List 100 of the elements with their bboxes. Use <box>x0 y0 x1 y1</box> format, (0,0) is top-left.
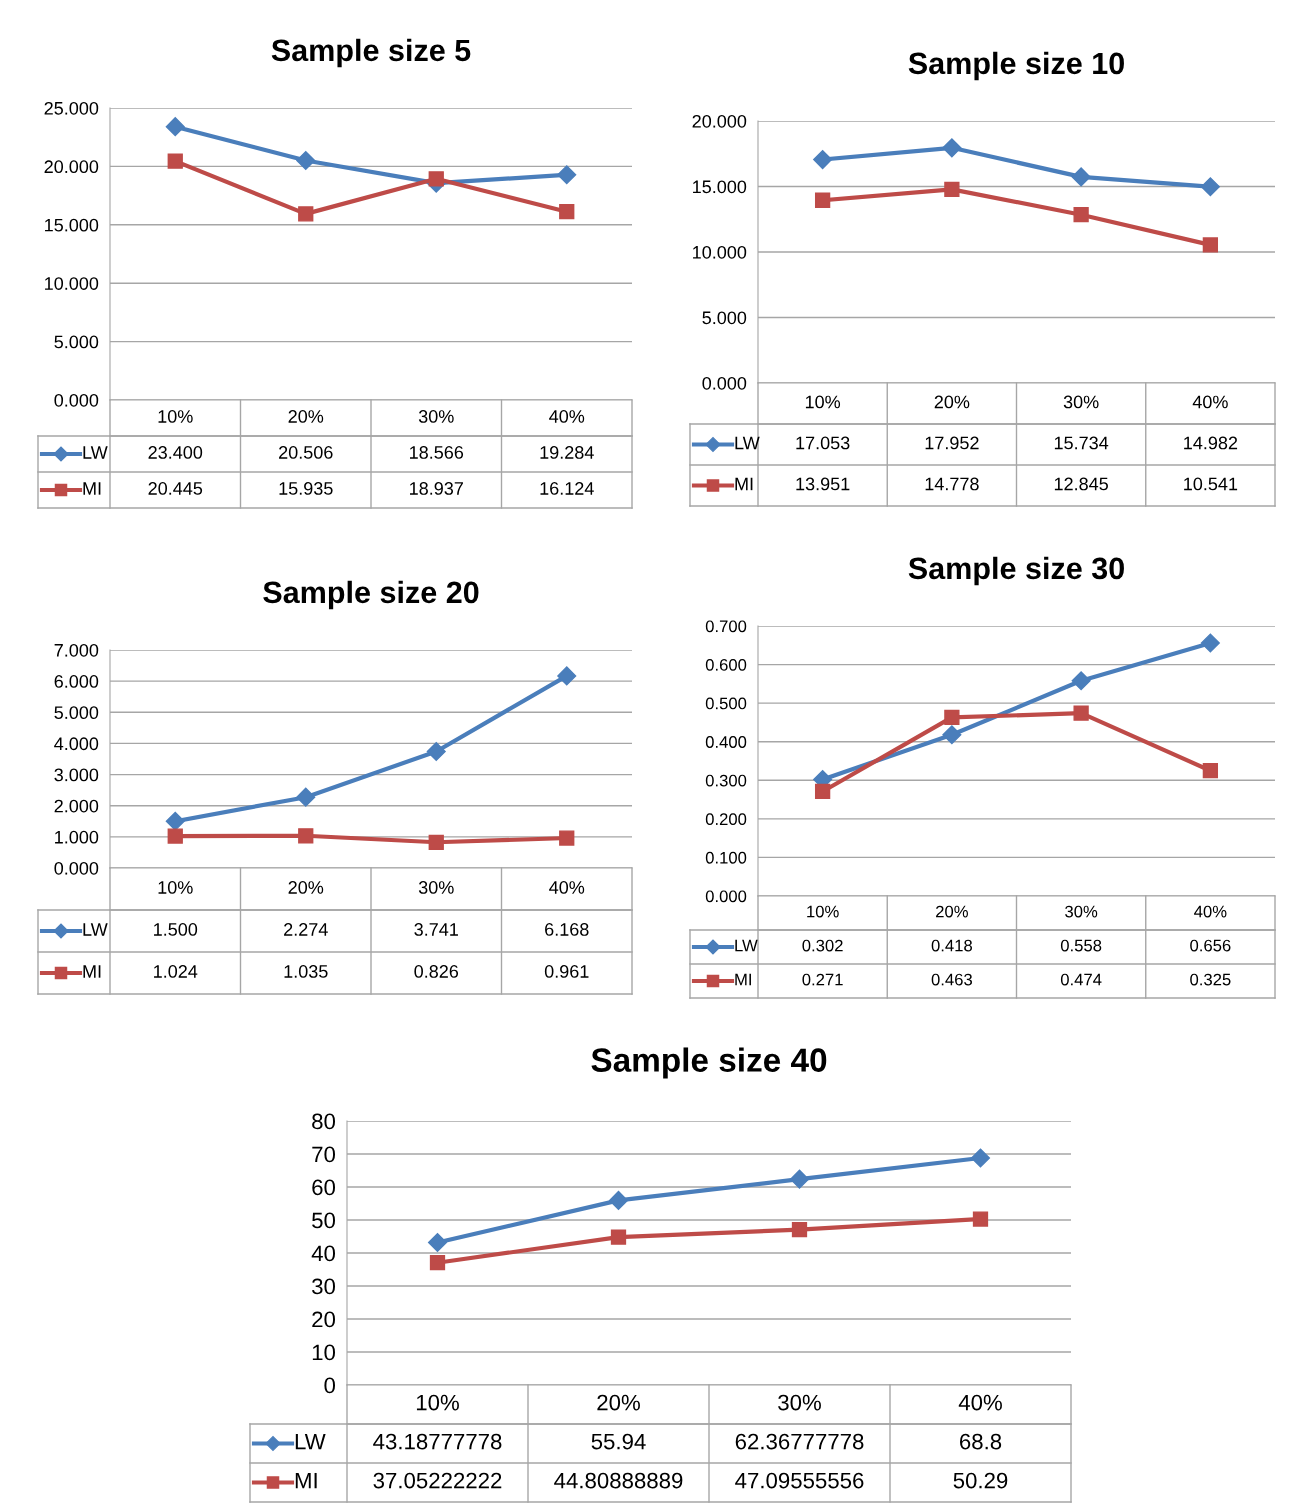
y-tick-label: 20.000 <box>44 160 99 174</box>
point <box>1073 705 1089 721</box>
y-tick-label: 10.000 <box>45 277 99 290</box>
chart-title: Sample size 5 <box>271 38 471 68</box>
point <box>1071 671 1091 691</box>
x-tick-label: 30% <box>778 1394 821 1411</box>
x-tick-label: 30% <box>418 410 454 423</box>
legend-label: MI <box>295 1472 317 1489</box>
y-tick-label: 3.000 <box>54 768 99 782</box>
data-label: 15.935 <box>279 482 333 495</box>
point <box>165 117 185 137</box>
chart-title: Sample size 10 <box>908 51 1124 81</box>
data-label: 0.418 <box>931 939 973 952</box>
x-tick-label: 20% <box>936 905 968 918</box>
y-tick-label: 0.500 <box>705 697 747 710</box>
y-tick-label: 0.000 <box>54 861 99 875</box>
x-tick-label: 10% <box>158 410 193 423</box>
data-label: 12.845 <box>1054 477 1108 491</box>
chart-title: Sample size 40 <box>591 1047 827 1079</box>
data-label: 0.558 <box>1060 939 1102 952</box>
data-label: 0.656 <box>1190 939 1231 952</box>
x-tick-label: 10% <box>807 905 839 918</box>
point <box>298 206 314 222</box>
point <box>1200 633 1220 653</box>
y-tick-label: 30 <box>312 1278 336 1295</box>
data-label: 2.274 <box>284 923 328 936</box>
y-tick-label: 25.000 <box>44 101 99 115</box>
data-label: 18.937 <box>410 482 463 495</box>
point <box>428 171 444 187</box>
data-label: 0.325 <box>1190 973 1231 986</box>
y-tick-label: 0.000 <box>705 890 747 903</box>
point <box>610 1229 627 1245</box>
x-tick-label: 20% <box>934 395 970 409</box>
point <box>942 138 962 158</box>
x-tick-label: 10% <box>805 395 841 409</box>
point <box>167 828 183 844</box>
data-label: 55.94 <box>591 1433 646 1450</box>
data-label: 16.124 <box>540 482 594 495</box>
x-tick-label: 10% <box>158 881 193 894</box>
data-label: 13.951 <box>796 477 850 491</box>
chart-title: Sample size 30 <box>908 556 1124 586</box>
point <box>165 811 185 831</box>
point <box>1202 237 1219 253</box>
data-label: 0.302 <box>802 939 843 952</box>
y-tick-label: 0.400 <box>705 736 747 748</box>
legend-label: MI <box>83 482 101 495</box>
point <box>608 1190 629 1210</box>
y-tick-label: 50 <box>312 1212 336 1229</box>
point <box>298 828 314 844</box>
x-tick-label: 40% <box>549 410 585 423</box>
x-tick-label: 40% <box>549 881 585 894</box>
data-label: 44.80888889 <box>554 1472 683 1489</box>
data-label: 50.29 <box>953 1472 1008 1489</box>
data-label: 17.053 <box>796 436 850 450</box>
data-label: 10.541 <box>1184 477 1238 491</box>
legend-label: LW <box>83 446 108 459</box>
y-tick-label: 80 <box>312 1113 336 1130</box>
data-label: 37.05222222 <box>373 1472 502 1489</box>
y-tick-label: 1.000 <box>55 830 99 844</box>
point <box>1071 167 1091 187</box>
point <box>944 181 960 198</box>
point <box>559 204 575 220</box>
y-tick-label: 15.000 <box>693 180 747 194</box>
data-label: 0.271 <box>802 973 843 986</box>
y-tick-label: 5.000 <box>54 706 99 720</box>
point <box>296 150 316 171</box>
data-label: 68.8 <box>960 1433 1002 1450</box>
data-label: 3.741 <box>414 923 458 936</box>
point <box>789 1169 810 1189</box>
point <box>426 741 446 762</box>
point <box>1202 763 1219 779</box>
point <box>429 1255 446 1271</box>
y-tick-label: 0 <box>324 1377 336 1394</box>
legend-label: MI <box>735 973 751 986</box>
legend-label: MI <box>735 477 753 491</box>
data-label: 1.024 <box>154 965 198 978</box>
y-tick-label: 7.000 <box>54 643 99 657</box>
point <box>167 153 183 169</box>
data-label: 14.982 <box>1184 436 1238 450</box>
legend-label: MI <box>83 965 101 978</box>
point <box>942 725 962 745</box>
data-label: 0.961 <box>544 965 589 978</box>
point <box>791 1221 808 1238</box>
y-tick-label: 70 <box>312 1146 336 1163</box>
point <box>557 165 577 185</box>
point <box>1200 177 1220 197</box>
point <box>814 192 831 208</box>
data-label: 20.445 <box>148 482 203 495</box>
y-tick-label: 0.600 <box>705 658 747 671</box>
point <box>557 666 577 686</box>
x-tick-label: 10% <box>416 1394 459 1411</box>
data-label: 43.18777778 <box>373 1433 502 1450</box>
y-tick-label: 10.000 <box>693 245 747 259</box>
legend-label: LW <box>735 939 758 952</box>
y-tick-label: 0.100 <box>705 851 747 864</box>
data-label: 1.035 <box>284 965 328 978</box>
y-tick-label: 0.700 <box>705 620 747 633</box>
point <box>972 1211 989 1227</box>
y-tick-label: 4.000 <box>54 737 99 751</box>
y-tick-label: 15.000 <box>45 218 99 232</box>
